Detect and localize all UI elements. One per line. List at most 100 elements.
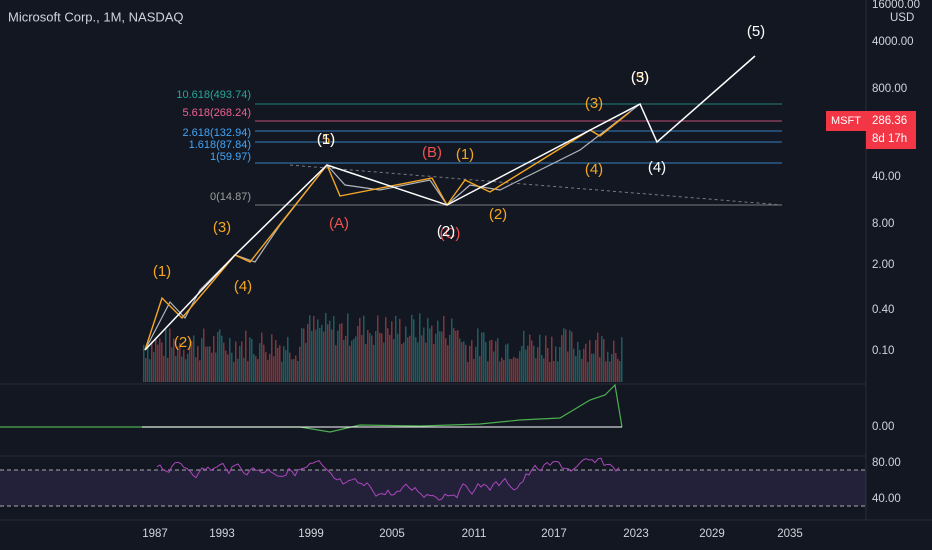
volume-bar (329, 320, 331, 382)
trend-line (289, 164, 783, 206)
volume-bar (537, 347, 539, 382)
volume-bar (337, 330, 339, 382)
volume-bar (561, 335, 563, 382)
volume-bar (451, 318, 453, 382)
volume-bar (301, 328, 303, 382)
fib-label: 5.618(268.24) (183, 107, 252, 119)
volume-bar (393, 338, 395, 382)
volume-bar (513, 356, 515, 382)
volume-bar (575, 356, 577, 382)
time-axis-label: 2005 (379, 528, 405, 540)
volume-bar (355, 336, 357, 382)
volume-bar (209, 346, 211, 382)
volume-bar (551, 336, 553, 382)
volume-bar (497, 338, 499, 382)
volume-bar (485, 342, 487, 382)
time-axis-label: 2035 (777, 528, 803, 540)
volume-bar (219, 329, 221, 382)
volume-bar (201, 338, 203, 382)
volume-bar (617, 358, 619, 382)
volume-bar (345, 335, 347, 382)
volume-bar (563, 328, 565, 382)
volume-bar (361, 334, 363, 382)
volume-bar (523, 330, 525, 382)
volume-bar (189, 345, 191, 382)
volume-bar (387, 328, 389, 382)
volume-bar (309, 315, 311, 382)
volume-bar (475, 346, 477, 382)
price-axis-label: 800.00 (872, 83, 907, 95)
volume-bar (599, 357, 601, 382)
volume-bar (221, 335, 223, 382)
symbol-tag (826, 111, 866, 131)
currency: USD (890, 12, 914, 24)
volume-bar (435, 333, 437, 382)
volume-bar (487, 361, 489, 382)
volume-bar (503, 360, 505, 382)
volume-bar (539, 334, 541, 382)
volume-bar (181, 356, 183, 382)
volume-bar (605, 361, 607, 382)
volume-bar (333, 316, 335, 382)
wave-label: (1) (456, 146, 474, 163)
volume-bar (609, 361, 611, 382)
volume-bar (353, 338, 355, 382)
volume-bar (559, 346, 561, 382)
volume-bar (385, 317, 387, 382)
rsi-axis-label: 80.00 (872, 457, 901, 469)
volume-bar (247, 361, 249, 382)
wave-label: (1) (317, 131, 335, 148)
volume-bar (165, 329, 167, 382)
volume-bar (581, 358, 583, 382)
volume-bar (267, 359, 269, 382)
volume-bar (293, 359, 295, 382)
wave-label: (4) (585, 161, 603, 178)
wave-label: (4) (234, 278, 252, 295)
volume-bar (591, 353, 593, 382)
time-axis-label: 1987 (142, 528, 168, 540)
volume-bar (405, 326, 407, 382)
wave-label: (1) (153, 263, 171, 280)
volume-bar (177, 346, 179, 382)
wave-minor (144, 164, 328, 351)
volume-bar (249, 337, 251, 382)
volume-bar (615, 353, 617, 382)
volume (143, 312, 623, 382)
volume-bar (285, 350, 287, 382)
volume-bar (251, 338, 253, 382)
price-axis-label: 16000.00 (872, 0, 920, 11)
volume-bar (257, 359, 259, 382)
wave-label: (3) (213, 219, 231, 236)
volume-bar (417, 342, 419, 382)
volume-bar (549, 361, 551, 382)
price-axis-label: 0.10 (872, 345, 894, 357)
volume-bar (231, 352, 233, 382)
volume-bar (273, 356, 275, 382)
time-axis-label: 2023 (623, 528, 649, 540)
indicator-line (0, 383, 623, 433)
volume-bar (401, 343, 403, 382)
volume-bar (455, 330, 457, 382)
countdown: 8d 17h (872, 133, 907, 145)
volume-bar (149, 359, 151, 382)
volume-bar (167, 357, 169, 382)
volume-bar (419, 313, 421, 382)
volume-bar (295, 355, 297, 382)
volume-bar (421, 335, 423, 382)
volume-bar (161, 342, 163, 382)
volume-bar (433, 343, 435, 382)
wave-minor (326, 111, 631, 207)
volume-bar (565, 329, 567, 382)
volume-bar (199, 360, 201, 382)
price-axis-label: 0.40 (872, 304, 894, 316)
volume-bar (151, 341, 153, 382)
volume-bar (175, 356, 177, 382)
volume-bar (463, 341, 465, 382)
volume-bar (411, 314, 413, 382)
volume-bar (253, 353, 255, 382)
volume-bar (527, 345, 529, 382)
time-axis-label: 2017 (541, 528, 567, 540)
fib-levels: 10.618(493.74) 5.618(268.24) 2.618(132.94)… (176, 89, 782, 206)
volume-bar (211, 352, 213, 382)
